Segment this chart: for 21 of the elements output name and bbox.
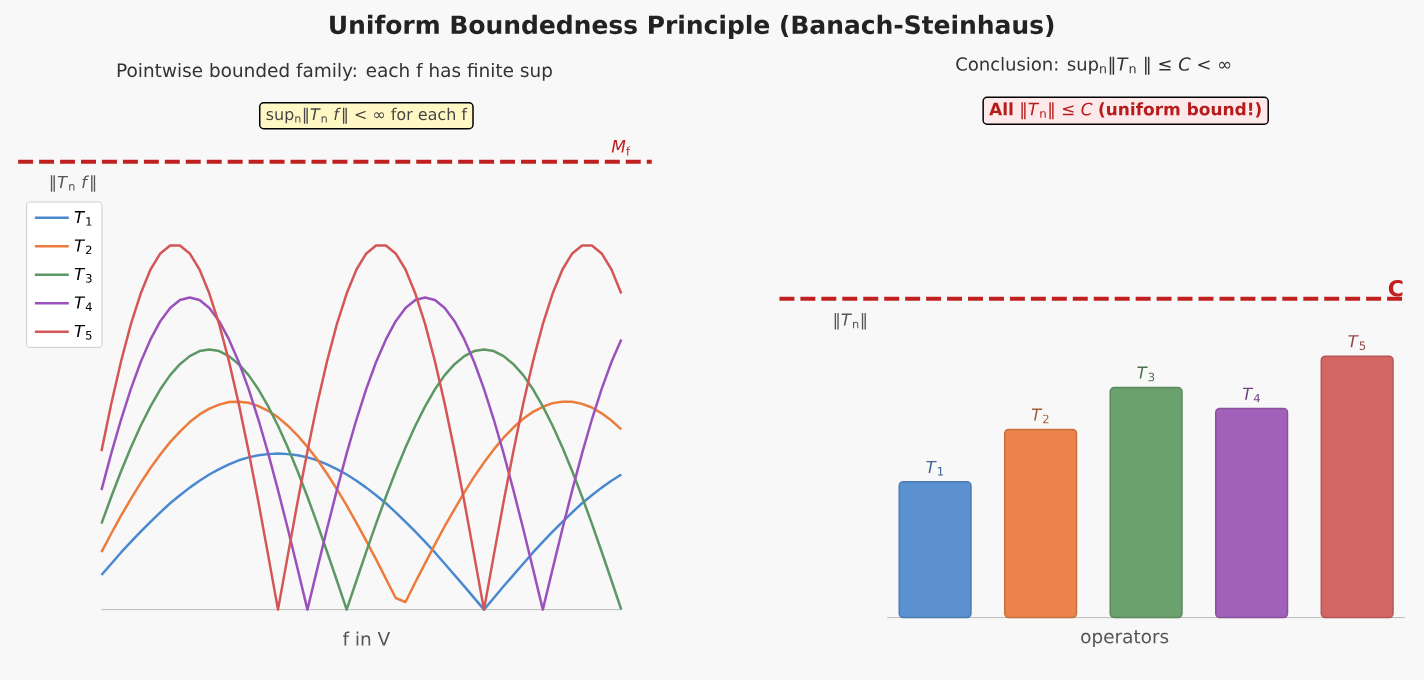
legend-label: T$_{4}$	[74, 296, 92, 311]
chart-title: Conclusion: sup$_{n}$‖T$_{n}$ ‖ ≤ C < ∞	[956, 56, 1231, 75]
text: sup$_{n}$‖T$_{n}$ f‖ < ∞ for each f	[266, 107, 468, 124]
x-axis-title: operators	[1081, 629, 1169, 647]
y-axis-title: ‖T$_{n}$‖	[834, 312, 866, 330]
chart-subtitle: Pointwise bounded family: each f has finite sup	[117, 62, 552, 81]
bar	[1109, 386, 1183, 619]
legend-label: T$_{2}$	[74, 239, 92, 254]
y-axis-title: ‖T$_{n}$ f‖	[50, 175, 96, 192]
x-axis-title: f in V	[342, 631, 391, 646]
bar	[898, 480, 972, 619]
bar	[1320, 355, 1394, 619]
ref-line-label: C	[1388, 279, 1403, 297]
text: Uniform Boundedness Principle (Banach-Steinhaus)	[330, 14, 1054, 39]
legend-label: T$_{1}$	[74, 210, 92, 226]
text: All ‖T$_{n}$‖ ≤ C (uniform bound!)	[989, 102, 1261, 119]
ref-line-label: M$_{f}$	[611, 139, 631, 156]
bar	[1215, 407, 1289, 619]
legend-label: T$_{5}$	[74, 324, 92, 340]
bar	[1003, 428, 1078, 619]
legend-label: T$_{3}$	[74, 267, 92, 283]
